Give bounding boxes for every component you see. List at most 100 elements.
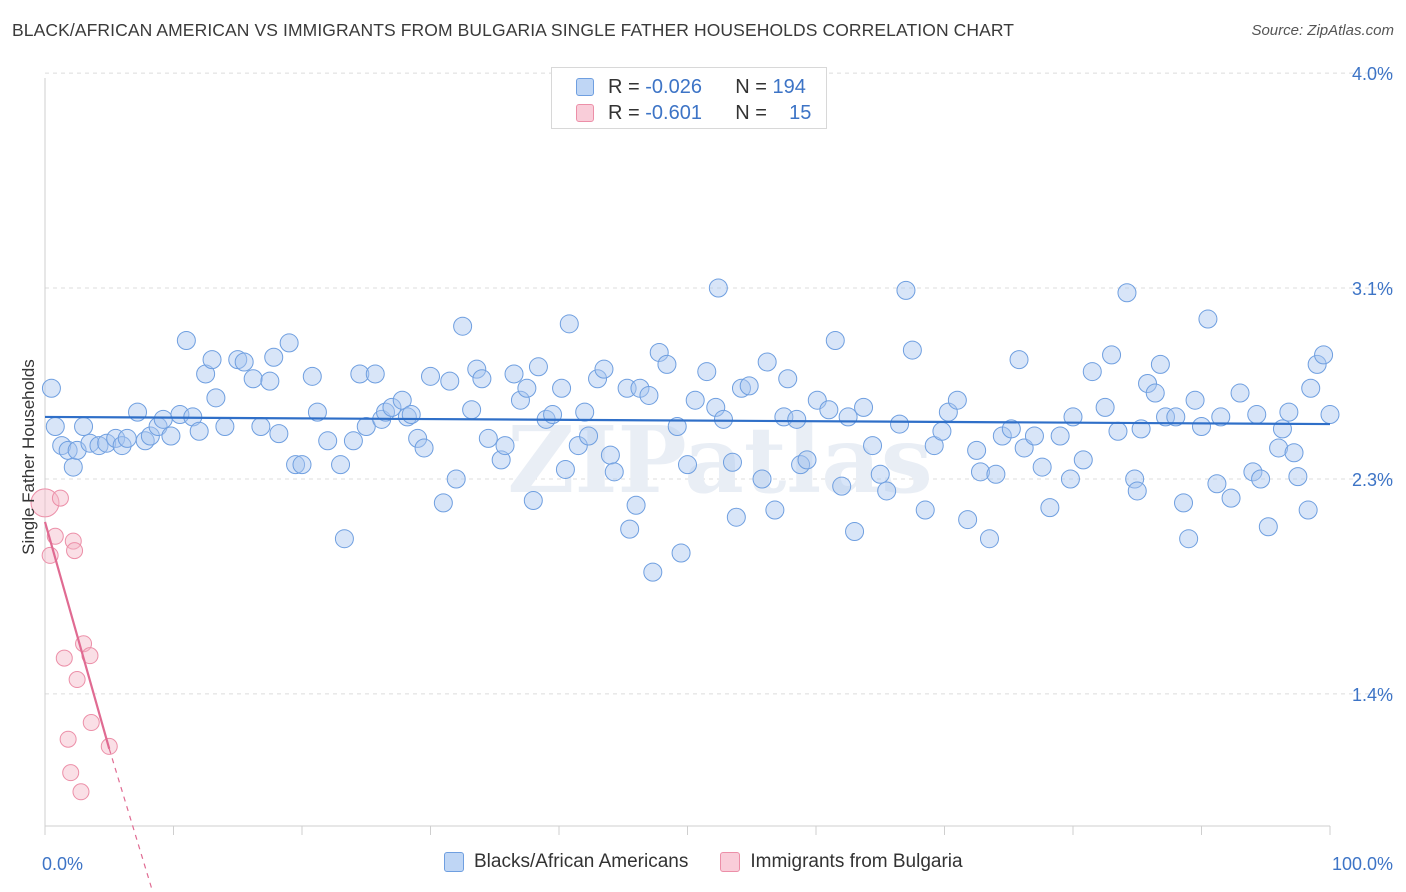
point-blacks bbox=[568, 436, 588, 456]
legend-label-bulgaria: Immigrants from Bulgaria bbox=[750, 851, 963, 872]
point-blacks bbox=[140, 426, 160, 446]
point-bulgaria bbox=[30, 488, 60, 518]
point-blacks bbox=[318, 431, 338, 451]
point-blacks bbox=[440, 371, 460, 391]
legend-swatch-bulgaria bbox=[576, 104, 594, 122]
series-blacks-points bbox=[41, 278, 1340, 582]
point-blacks bbox=[510, 390, 530, 410]
point-blacks bbox=[1284, 443, 1304, 463]
point-blacks bbox=[153, 409, 173, 429]
point-blacks bbox=[1301, 378, 1321, 398]
point-blacks bbox=[1166, 407, 1186, 427]
point-blacks bbox=[106, 428, 126, 448]
series-bulgaria-points bbox=[30, 488, 118, 801]
point-blacks bbox=[870, 464, 890, 484]
point-blacks bbox=[467, 359, 487, 379]
point-blacks bbox=[1095, 397, 1115, 417]
correlation-legend: R = -0.026 N = 194 R = -0.601 N = 15 bbox=[551, 67, 827, 129]
point-blacks bbox=[797, 450, 817, 470]
trend-lines bbox=[43, 415, 1331, 892]
point-blacks bbox=[832, 476, 852, 496]
point-blacks bbox=[588, 369, 608, 389]
point-blacks bbox=[604, 462, 624, 482]
point-blacks bbox=[517, 378, 537, 398]
point-blacks bbox=[117, 428, 137, 448]
point-blacks bbox=[1272, 419, 1292, 439]
point-blacks bbox=[251, 416, 271, 436]
point-blacks bbox=[819, 400, 839, 420]
point-blacks bbox=[986, 464, 1006, 484]
point-blacks bbox=[1150, 354, 1170, 374]
point-blacks bbox=[63, 457, 83, 477]
point-blacks bbox=[731, 378, 751, 398]
point-blacks bbox=[765, 500, 785, 520]
point-bulgaria bbox=[82, 714, 100, 732]
point-blacks bbox=[1243, 462, 1263, 482]
point-blacks bbox=[1251, 469, 1271, 489]
point-blacks bbox=[234, 352, 254, 372]
point-blacks bbox=[350, 364, 370, 384]
legend-swatch-blacks bbox=[576, 78, 594, 96]
point-blacks bbox=[1211, 407, 1231, 427]
point-blacks bbox=[446, 469, 466, 489]
point-blacks bbox=[970, 462, 990, 482]
point-blacks bbox=[1207, 474, 1227, 494]
y-tick-label: 2.3% bbox=[1352, 470, 1393, 490]
point-blacks bbox=[555, 459, 575, 479]
point-bulgaria bbox=[62, 764, 80, 782]
point-blacks bbox=[74, 416, 94, 436]
legend-swatch-bulgaria bbox=[720, 852, 741, 872]
point-blacks bbox=[1060, 469, 1080, 489]
point-blacks bbox=[787, 409, 807, 429]
legend-label-blacks: Blacks/African Americans bbox=[474, 851, 689, 872]
legend-r-label: R = bbox=[608, 75, 640, 98]
point-blacks bbox=[890, 414, 910, 434]
legend-r-label: R = bbox=[608, 101, 640, 124]
point-blacks bbox=[1082, 362, 1102, 382]
chart-title: BLACK/AFRICAN AMERICAN VS IMMIGRANTS FRO… bbox=[12, 20, 1015, 40]
point-blacks bbox=[523, 490, 543, 510]
point-blacks bbox=[902, 340, 922, 360]
point-blacks bbox=[243, 369, 263, 389]
point-blacks bbox=[45, 416, 65, 436]
point-blacks bbox=[286, 455, 306, 475]
x-tick-label: 100.0% bbox=[1332, 854, 1393, 874]
point-blacks bbox=[579, 426, 599, 446]
point-blacks bbox=[845, 522, 865, 542]
point-blacks bbox=[671, 543, 691, 563]
point-blacks bbox=[421, 366, 440, 386]
point-blacks bbox=[825, 331, 845, 351]
point-blacks bbox=[382, 397, 402, 417]
point-blacks bbox=[528, 357, 548, 377]
point-blacks bbox=[189, 421, 209, 441]
trend-line-blacks bbox=[44, 415, 1331, 426]
point-blacks bbox=[1314, 345, 1334, 365]
point-blacks bbox=[643, 562, 663, 582]
point-blacks bbox=[1032, 457, 1052, 477]
point-blacks bbox=[356, 416, 376, 436]
point-blacks bbox=[1040, 498, 1060, 518]
point-blacks bbox=[1179, 529, 1199, 549]
y-tick-label: 1.4% bbox=[1352, 685, 1393, 705]
point-blacks bbox=[472, 369, 492, 389]
point-blacks bbox=[626, 495, 646, 515]
point-blacks bbox=[1269, 438, 1289, 458]
x-tick-label: 0.0% bbox=[42, 854, 83, 874]
point-blacks bbox=[302, 366, 322, 386]
point-blacks bbox=[260, 371, 280, 391]
point-blacks bbox=[1298, 500, 1318, 520]
legend-n-value: 15 bbox=[789, 101, 812, 124]
point-bulgaria bbox=[51, 489, 69, 507]
point-blacks bbox=[1073, 450, 1093, 470]
point-blacks bbox=[739, 376, 759, 396]
point-blacks bbox=[495, 436, 515, 456]
point-blacks bbox=[752, 469, 772, 489]
point-blacks bbox=[408, 428, 428, 448]
point-blacks bbox=[1063, 407, 1083, 427]
legend-n-label: N = bbox=[735, 75, 767, 98]
point-blacks bbox=[932, 421, 952, 441]
point-blacks bbox=[331, 455, 351, 475]
point-blacks bbox=[1050, 426, 1070, 446]
point-blacks bbox=[1192, 416, 1211, 436]
